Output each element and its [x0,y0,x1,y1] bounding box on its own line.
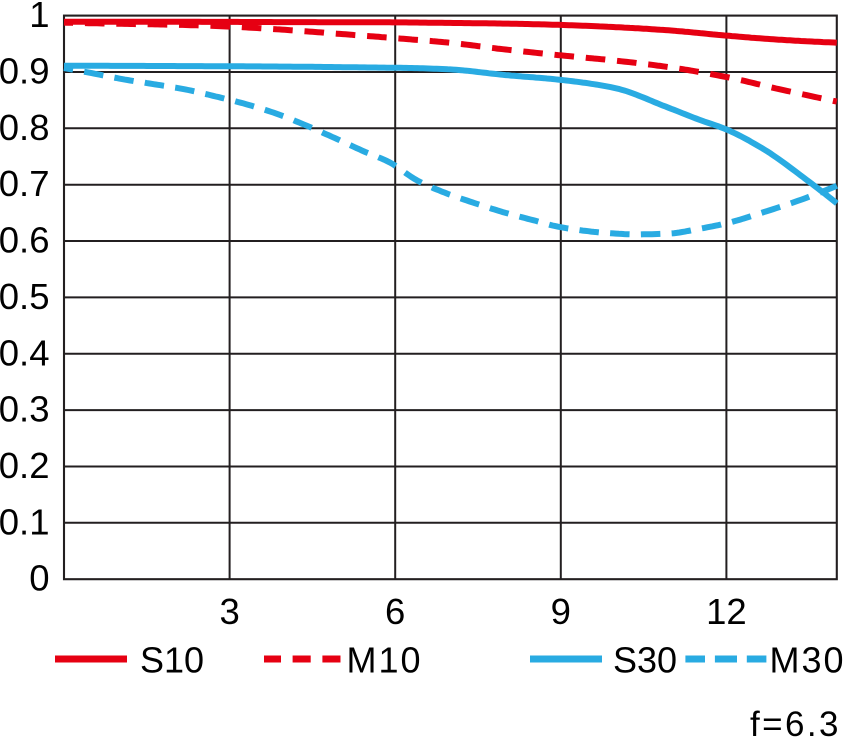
svg-text:0.5: 0.5 [0,276,50,317]
svg-text:0.1: 0.1 [0,501,50,542]
svg-text:0.6: 0.6 [0,220,50,261]
svg-text:12: 12 [706,591,747,632]
svg-text:0: 0 [29,558,49,599]
svg-text:0.9: 0.9 [0,51,50,92]
svg-text:0.3: 0.3 [0,389,50,430]
svg-text:S30: S30 [613,639,677,680]
svg-text:0.8: 0.8 [0,107,50,148]
svg-text:9: 9 [551,591,571,632]
svg-text:S10: S10 [140,639,204,680]
svg-text:0.7: 0.7 [0,163,50,204]
svg-text:M30: M30 [770,639,845,680]
svg-text:0.2: 0.2 [0,445,50,486]
svg-text:6: 6 [385,591,405,632]
svg-text:0.4: 0.4 [0,332,50,373]
svg-text:M10: M10 [347,639,423,680]
svg-text:1: 1 [29,0,49,35]
svg-text:f=6.3: f=6.3 [750,705,841,737]
svg-text:3: 3 [219,591,239,632]
